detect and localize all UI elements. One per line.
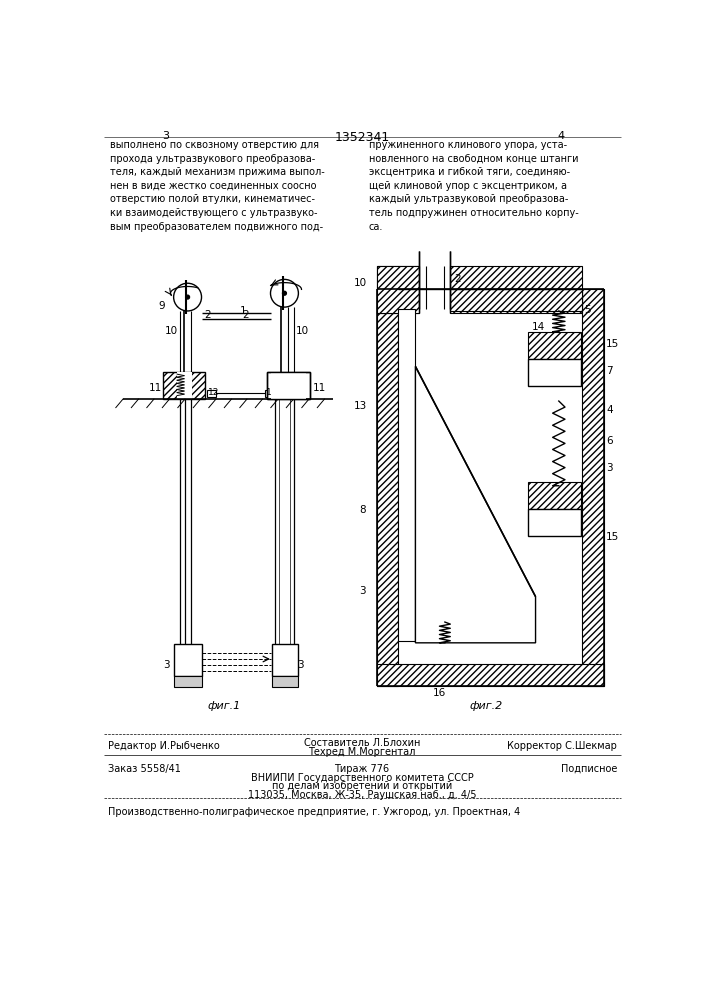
Text: 13: 13 xyxy=(354,401,367,411)
Text: 3: 3 xyxy=(163,131,170,141)
Text: 3: 3 xyxy=(606,463,613,473)
Bar xyxy=(163,372,206,399)
Text: 2: 2 xyxy=(204,310,211,320)
Polygon shape xyxy=(416,366,535,643)
Text: 15: 15 xyxy=(606,339,619,349)
Text: 10: 10 xyxy=(354,278,366,288)
Bar xyxy=(528,482,580,509)
Bar xyxy=(271,372,306,399)
Text: 2: 2 xyxy=(242,310,248,320)
Text: 9: 9 xyxy=(158,301,165,311)
Text: фиг.2: фиг.2 xyxy=(469,701,503,711)
Bar xyxy=(272,676,298,687)
Text: 12: 12 xyxy=(266,388,277,397)
Text: Заказ 5558/41: Заказ 5558/41 xyxy=(107,764,180,774)
Text: выполнено по сквозному отверстию для
прохода ультразвукового преобразова-
теля, : выполнено по сквозному отверстию для про… xyxy=(110,140,325,232)
Text: 12: 12 xyxy=(208,388,219,397)
Text: Составитель Л.Блохин: Составитель Л.Блохин xyxy=(304,738,420,748)
Circle shape xyxy=(283,291,286,295)
Circle shape xyxy=(186,295,189,299)
Text: 4: 4 xyxy=(558,131,565,141)
Text: пружиненного клинового упора, уста-
новленного на свободном конце штанги
эксцент: пружиненного клинового упора, уста- новл… xyxy=(369,140,578,232)
Bar xyxy=(267,372,310,399)
Bar xyxy=(398,289,582,664)
Text: 7: 7 xyxy=(606,366,613,376)
Bar xyxy=(174,676,201,687)
Text: 11: 11 xyxy=(312,383,326,393)
Text: 16: 16 xyxy=(433,688,447,698)
Text: Редактор И.Рыбченко: Редактор И.Рыбченко xyxy=(107,741,219,751)
Bar xyxy=(582,289,604,686)
Bar xyxy=(398,309,416,641)
Text: 14: 14 xyxy=(532,322,545,332)
Text: 11: 11 xyxy=(149,383,162,393)
Text: 5: 5 xyxy=(585,305,591,315)
Text: 1: 1 xyxy=(240,306,246,316)
Text: Тираж 776: Тираж 776 xyxy=(334,764,390,774)
Text: 3: 3 xyxy=(298,660,304,670)
Text: 2: 2 xyxy=(454,274,461,284)
Text: Корректор С.Шекмар: Корректор С.Шекмар xyxy=(507,741,617,751)
Bar xyxy=(377,266,419,312)
Bar xyxy=(377,664,604,686)
Bar xyxy=(177,372,192,399)
Text: 1352341: 1352341 xyxy=(334,131,390,144)
Text: 8: 8 xyxy=(360,505,366,515)
Text: ВНИИПИ Государственного комитета СССР: ВНИИПИ Государственного комитета СССР xyxy=(250,773,473,783)
Bar xyxy=(377,289,398,686)
Text: Техред М.Моргентал: Техред М.Моргентал xyxy=(308,747,416,757)
Text: 15: 15 xyxy=(606,532,619,542)
Text: 3: 3 xyxy=(360,586,366,596)
Bar xyxy=(377,266,419,312)
Text: Производственно-полиграфическое предприятие, г. Ужгород, ул. Проектная, 4: Производственно-полиграфическое предприя… xyxy=(107,807,520,817)
Text: 113035, Москва, Ж-35, Раушская наб., д. 4/5: 113035, Москва, Ж-35, Раушская наб., д. … xyxy=(247,790,477,800)
Bar xyxy=(272,644,298,676)
Bar xyxy=(528,359,580,386)
Text: 4: 4 xyxy=(606,405,613,415)
Text: по делам изобретений и открытий: по делам изобретений и открытий xyxy=(271,781,452,791)
Bar xyxy=(450,289,582,311)
Text: 6: 6 xyxy=(606,436,613,446)
Text: 3: 3 xyxy=(163,660,170,670)
Text: 14: 14 xyxy=(532,509,545,519)
Bar xyxy=(174,644,201,676)
Text: фиг.1: фиг.1 xyxy=(207,701,240,711)
Bar xyxy=(207,389,216,397)
Bar xyxy=(528,332,580,359)
Text: 10: 10 xyxy=(296,326,309,336)
Text: 10: 10 xyxy=(164,326,177,336)
Bar xyxy=(450,266,582,312)
Bar xyxy=(265,389,274,397)
Bar xyxy=(528,509,580,536)
Text: Подписное: Подписное xyxy=(561,764,617,774)
